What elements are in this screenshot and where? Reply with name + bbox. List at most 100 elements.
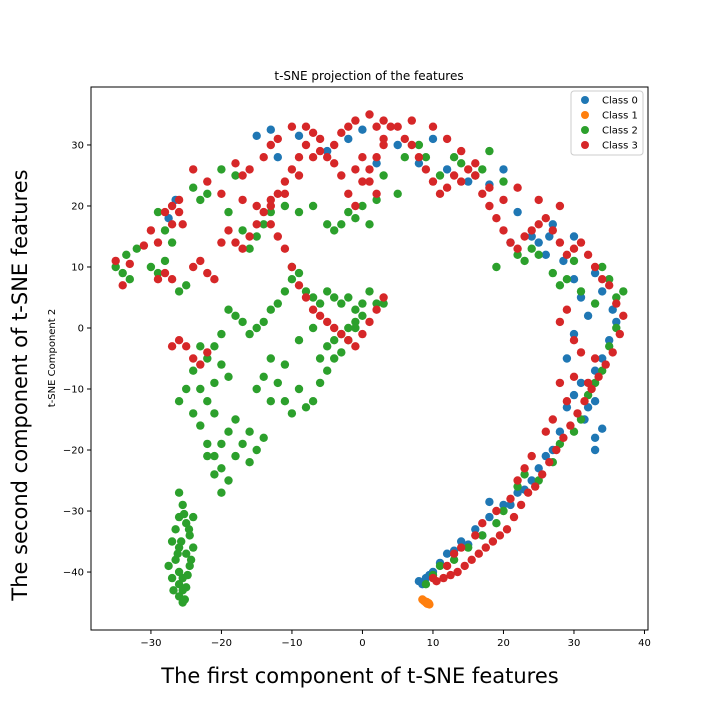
point-class-0: [590, 445, 600, 455]
point-class-3: [527, 226, 536, 235]
point-class-0: [541, 250, 550, 259]
point-class-3: [559, 433, 568, 442]
point-class-3: [337, 171, 346, 180]
point-class-2: [245, 244, 254, 253]
point-class-2: [372, 299, 381, 308]
point-class-3: [379, 140, 388, 150]
point-class-0: [608, 305, 617, 314]
point-class-3: [379, 116, 388, 125]
point-class-3: [189, 262, 198, 272]
point-class-3: [531, 482, 540, 491]
point-class-2: [224, 372, 233, 381]
point-class-3: [471, 531, 480, 540]
point-class-3: [182, 342, 191, 351]
point-class-2: [231, 451, 240, 461]
point-class-3: [203, 177, 212, 186]
point-class-3: [580, 397, 589, 406]
point-class-3: [330, 140, 339, 150]
point-class-3: [189, 354, 198, 363]
point-class-3: [238, 171, 247, 180]
point-class-2: [238, 439, 247, 449]
point-class-3: [576, 238, 586, 247]
point-class-3: [386, 122, 395, 131]
point-class-0: [534, 464, 543, 473]
point-class-3: [351, 116, 360, 125]
point-class-2: [132, 244, 141, 253]
point-class-0: [559, 256, 568, 266]
point-class-2: [308, 397, 318, 406]
point-class-2: [210, 378, 219, 388]
point-class-2: [224, 207, 233, 217]
point-class-2: [259, 433, 268, 442]
point-class-3: [358, 329, 367, 339]
point-class-3: [167, 275, 177, 284]
y-tick-label: 30: [71, 140, 84, 151]
point-class-3: [583, 250, 593, 259]
point-class-3: [439, 573, 448, 583]
point-class-3: [457, 177, 466, 186]
point-class-0: [605, 336, 614, 345]
point-class-3: [566, 421, 575, 430]
point-class-3: [509, 512, 519, 522]
point-class-3: [351, 165, 360, 174]
legend-label: Class 3: [602, 141, 638, 152]
point-class-2: [612, 293, 621, 302]
x-tick-label: 30: [568, 638, 581, 649]
point-class-2: [231, 311, 240, 320]
point-class-2: [520, 470, 529, 479]
point-class-2: [464, 543, 473, 552]
point-class-2: [619, 287, 628, 296]
point-class-3: [428, 573, 438, 583]
point-class-2: [177, 537, 186, 546]
point-class-2: [598, 262, 607, 272]
point-class-3: [203, 268, 212, 278]
point-class-2: [125, 275, 134, 284]
point-class-2: [245, 427, 254, 436]
point-class-2: [164, 561, 173, 571]
point-class-2: [259, 317, 268, 327]
point-class-3: [259, 153, 268, 162]
point-class-2: [449, 153, 459, 162]
point-class-3: [372, 153, 381, 162]
point-class-3: [393, 122, 402, 131]
point-class-3: [464, 165, 473, 174]
point-class-3: [485, 201, 494, 211]
point-class-2: [203, 189, 212, 198]
point-class-0: [541, 451, 550, 461]
point-class-2: [287, 275, 297, 284]
point-class-0: [569, 275, 579, 284]
point-class-0: [414, 159, 424, 168]
point-class-0: [485, 512, 494, 522]
point-class-2: [294, 384, 304, 394]
point-class-3: [534, 220, 543, 229]
point-class-3: [231, 159, 240, 168]
point-class-2: [294, 207, 304, 217]
point-class-3: [372, 122, 381, 131]
point-class-3: [449, 171, 459, 180]
point-class-2: [379, 171, 388, 180]
point-class-3: [457, 543, 466, 552]
point-class-0: [457, 537, 466, 546]
point-class-2: [513, 250, 522, 259]
point-class-3: [287, 165, 297, 174]
point-class-3: [252, 201, 261, 211]
point-class-2: [337, 348, 346, 357]
legend-box: [570, 90, 644, 156]
point-class-2: [167, 537, 177, 546]
point-class-2: [499, 506, 508, 516]
point-class-2: [485, 146, 494, 156]
point-class-2: [182, 583, 191, 592]
point-class-0: [545, 232, 554, 241]
point-class-2: [323, 342, 332, 351]
point-class-3: [428, 177, 438, 186]
point-class-3: [555, 317, 565, 327]
x-tick-label: 20: [497, 638, 510, 649]
point-class-2: [435, 561, 445, 571]
point-class-3: [351, 201, 360, 211]
point-class-2: [203, 439, 212, 449]
outer-x-axis-label: The first component of t-SNE features: [161, 664, 559, 688]
point-class-2: [449, 555, 459, 564]
point-class-2: [337, 299, 346, 308]
point-class-0: [428, 134, 438, 144]
